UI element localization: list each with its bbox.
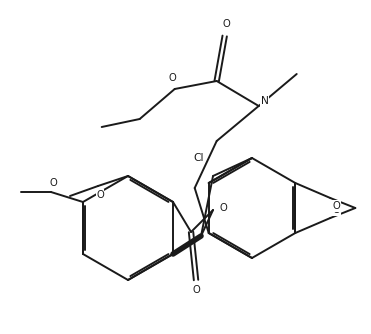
- Text: O: O: [332, 205, 340, 215]
- Text: O: O: [332, 201, 340, 211]
- Text: Cl: Cl: [194, 153, 204, 163]
- Text: N: N: [261, 96, 269, 106]
- Text: O: O: [223, 19, 230, 29]
- Text: O: O: [169, 73, 177, 83]
- Text: O: O: [49, 178, 57, 188]
- Text: O: O: [192, 285, 200, 295]
- Text: O: O: [96, 190, 104, 200]
- Text: O: O: [219, 203, 227, 213]
